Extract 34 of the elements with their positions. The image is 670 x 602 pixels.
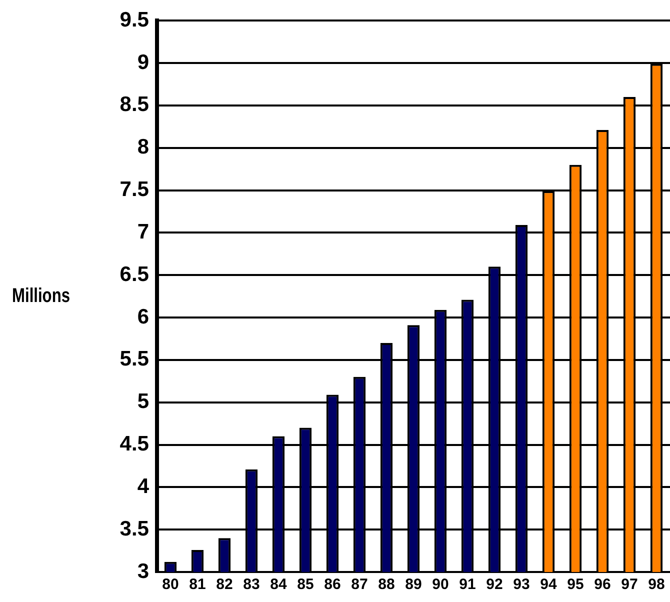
y-axis-title: Millions [12,284,70,306]
x-tick-label: 80 [162,576,179,594]
y-tick-label: 6.5 [120,262,150,286]
x-tick-label: 98 [648,576,665,594]
y-tick-label: 5 [137,390,150,414]
y-tick-label: 8.5 [120,93,150,116]
y-tick-label: 9 [137,50,149,74]
x-tick-label: 97 [621,576,638,594]
y-tick-label: 8 [137,136,150,159]
x-tick-label: 94 [540,576,558,594]
y-tick-label: 7.5 [120,178,150,202]
y-tick-label: 6 [137,305,149,328]
x-tick-label: 84 [270,576,288,594]
x-tick-label: 96 [594,576,611,594]
x-tick-label: 87 [351,576,368,594]
x-tick-label: 88 [378,576,395,594]
x-tick-label: 92 [486,576,503,594]
y-tick-label: 3 [137,560,149,583]
x-tick-label: 82 [216,576,233,594]
y-tick-label: 7 [137,220,149,244]
x-tick-label: 95 [567,576,584,594]
x-tick-label: 93 [513,576,530,594]
y-tick-label: 5.5 [120,348,150,371]
y-tick-label: 3.5 [120,517,150,540]
x-tick-label: 86 [324,576,341,594]
x-tick-label: 90 [432,576,449,594]
x-tick-label: 81 [189,576,206,594]
x-tick-label: 83 [243,576,260,594]
x-tick-label: 91 [459,576,476,594]
y-tick-label: 9.5 [120,8,150,32]
y-tick-label: 4 [137,474,150,498]
x-tick-label: 89 [405,576,422,594]
y-tick-label: 4.5 [120,432,150,456]
x-tick-label: 85 [297,576,314,594]
